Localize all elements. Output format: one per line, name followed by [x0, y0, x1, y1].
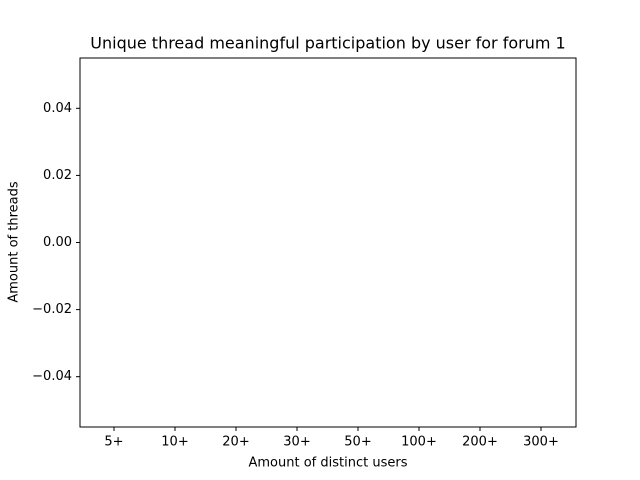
y-tick-label: −0.04: [32, 369, 72, 384]
axes-frame: [79, 57, 577, 428]
x-tick-label: 200+: [462, 435, 498, 450]
x-tick-label: 300+: [523, 435, 559, 450]
x-tick-label: 50+: [344, 435, 371, 450]
x-tick-label: 10+: [161, 435, 188, 450]
y-tick-label: 0.02: [43, 168, 72, 183]
x-tick-label: 30+: [283, 435, 310, 450]
y-tick-label: −0.02: [32, 302, 72, 317]
x-axis-label: Amount of distinct users: [249, 456, 408, 471]
y-tick-label: 0.00: [43, 235, 72, 250]
y-tick-label: 0.04: [43, 101, 72, 116]
x-tick-label: 5+: [104, 435, 123, 450]
x-tick-label: 100+: [401, 435, 437, 450]
x-tick-label: 20+: [222, 435, 249, 450]
y-axis-label: Amount of threads: [7, 181, 22, 302]
chart-title: Unique thread meaningful participation b…: [90, 34, 565, 53]
